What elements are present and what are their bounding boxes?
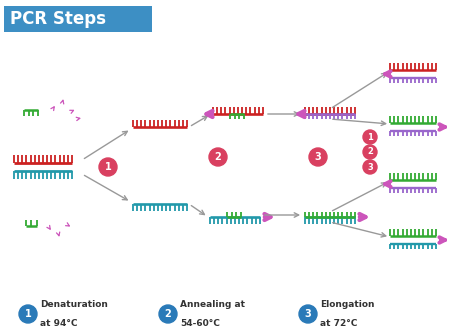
Text: 3: 3	[367, 162, 373, 172]
Circle shape	[209, 148, 227, 166]
Circle shape	[99, 158, 117, 176]
Text: Denaturation: Denaturation	[40, 300, 108, 309]
Text: at 94°C: at 94°C	[40, 319, 78, 328]
FancyBboxPatch shape	[4, 6, 152, 32]
Text: Elongation: Elongation	[320, 300, 374, 309]
Text: Annealing at: Annealing at	[180, 300, 245, 309]
Circle shape	[363, 130, 377, 144]
Text: 2: 2	[215, 152, 221, 162]
Text: 3: 3	[315, 152, 321, 162]
Text: 54-60°C: 54-60°C	[180, 319, 220, 328]
Text: PCR Steps: PCR Steps	[10, 10, 106, 28]
Text: 1: 1	[105, 162, 111, 172]
Circle shape	[363, 145, 377, 159]
Circle shape	[309, 148, 327, 166]
Text: 1: 1	[367, 132, 373, 141]
Circle shape	[299, 305, 317, 323]
Text: 1: 1	[25, 309, 31, 319]
Circle shape	[19, 305, 37, 323]
Circle shape	[363, 160, 377, 174]
Text: 3: 3	[305, 309, 311, 319]
Circle shape	[159, 305, 177, 323]
Text: 2: 2	[367, 147, 373, 156]
Text: 2: 2	[164, 309, 172, 319]
Text: at 72°C: at 72°C	[320, 319, 357, 328]
